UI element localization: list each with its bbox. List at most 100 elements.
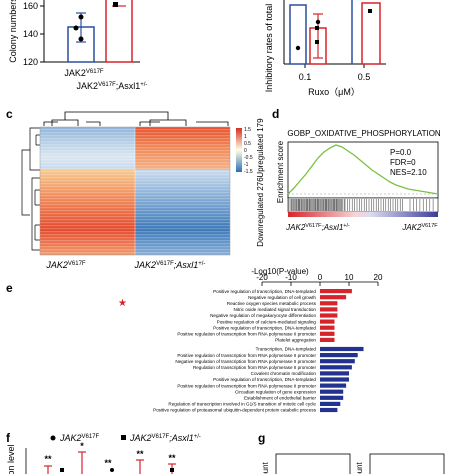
panel-c-column-dendrogram xyxy=(43,111,229,126)
panel-e-term-label: Positive regulation of transcription, DN… xyxy=(213,325,316,330)
panel-e-star-icon: ★ xyxy=(118,298,127,309)
panel-f-legend-asxl1: JAK2V617F;Asxl1+/- xyxy=(129,433,201,443)
panel-a: Colony numbers 160 140 120 JAK2V617F JAK… xyxy=(8,0,147,91)
panel-e-term-label: Regulation of transcription involved in … xyxy=(168,402,316,407)
panel-e-tick-label: 0 xyxy=(318,273,323,282)
panel-g-ylabel-right: ount xyxy=(355,461,364,474)
panel-a-point xyxy=(78,14,84,20)
panel-e-tick-label: 10 xyxy=(345,273,354,282)
panel-e-term-label: Negative regulation of transcription fro… xyxy=(175,359,316,364)
panel-c-colorbar-tick: 1.5 xyxy=(244,127,251,133)
panel-c-colorbar-tick: -1 xyxy=(244,162,249,168)
panel-e-bar xyxy=(320,346,364,352)
panel-e-xlabel: -Log10(P-value) xyxy=(251,267,309,276)
panel-label-g: g xyxy=(258,431,265,445)
panel-e-tick-label: -20 xyxy=(256,273,268,282)
panel-e-tick-label: -10 xyxy=(285,273,297,282)
panel-g-plot-right xyxy=(369,453,445,474)
panel-e-bar xyxy=(320,353,358,358)
panel-a-xlabel-asxl1: JAK2V617F;Asxl1+/- xyxy=(77,81,148,91)
panel-e-term-label: Positive regulation of calcium-mediated … xyxy=(217,319,317,324)
panel-c-colorbar-tick: -0.5 xyxy=(244,155,253,161)
panel-f: f JAK2V617F JAK2V617F;Asxl1+/- ession le… xyxy=(6,431,201,474)
panel-e-bar xyxy=(320,371,349,376)
panel-d-label-jak2: JAK2V617F xyxy=(401,223,438,232)
panel-b-xtick: 0.5 xyxy=(358,72,371,82)
panel-g-ylabel-left: ount xyxy=(261,461,270,474)
panel-c-group-label-asxl1: JAK2V617F;Asxl1+/- xyxy=(134,260,206,270)
panel-e-term-label: Transcription, DNA-templated xyxy=(256,347,317,352)
panel-e-bar xyxy=(320,407,338,413)
panel-b-ylabel: Inhibitory rates of total xyxy=(264,4,274,93)
panel-a-point xyxy=(78,36,84,42)
panel-e-bar xyxy=(320,395,344,400)
panel-b: Inhibitory rates of total 0.1 0.5 Ruxo（μ… xyxy=(264,0,386,97)
panel-e-term-label: Positive regulation of transcription, DN… xyxy=(213,289,316,294)
panel-e-term-label: Platelet aggregation xyxy=(275,338,316,343)
panel-f-significance: ** xyxy=(136,449,144,459)
panel-a-ylabel: Colony numbers xyxy=(8,0,18,63)
panel-e-term-label: Positive regulation of proteasomal ubiqu… xyxy=(153,408,317,413)
panel-e-bar xyxy=(320,295,347,300)
panel-e-xticks: -20 -10 0 10 20 xyxy=(256,273,383,286)
panel-e-bar xyxy=(320,301,338,306)
panel-e-bar xyxy=(320,289,352,294)
panel-e-bar xyxy=(320,365,352,370)
panel-c-colorbar xyxy=(236,128,242,172)
panel-label-e: e xyxy=(6,281,13,295)
panel-e-bar xyxy=(320,307,338,312)
panel-a-point xyxy=(73,25,79,31)
panel-e-bar xyxy=(320,377,349,382)
panel-d-label-asxl1: JAK2V617F;Asxl1+/- xyxy=(285,223,350,232)
panel-e-term-label: Covalent chromatin modification xyxy=(251,371,317,376)
panel-c-upregulated-label: Upregulated 179 xyxy=(256,118,265,178)
panel-c-colorbar-tick: -1.5 xyxy=(244,169,253,175)
panel-g: g ount ount xyxy=(258,431,445,474)
panel-b-bar-0.1-jak2 xyxy=(289,4,307,65)
panel-b-xtick: 0.1 xyxy=(299,72,312,82)
panel-f-ylabel: ession level xyxy=(6,444,16,474)
panel-e-term-label: Reactive oxygen species metabolic proces… xyxy=(227,301,317,306)
panel-b-xlabel: Ruxo（μM） xyxy=(308,87,360,97)
panel-f-legend-marker-jak2 xyxy=(50,435,56,441)
panel-e-bar xyxy=(320,389,344,394)
panel-a-bar-asxl1 xyxy=(105,0,133,63)
panel-e-bar xyxy=(320,319,335,324)
panel-e-bar xyxy=(320,401,341,406)
panel-e-term-label: Positive regulation of transcription, DN… xyxy=(213,377,316,382)
panel-f-legend-jak2: JAK2V617F xyxy=(59,433,100,443)
panel-e-term-label: Establishment of endothelial barrier xyxy=(244,396,316,401)
panel-c-colorbar-tick: 0 xyxy=(244,148,247,154)
panel-c-group-label-jak2: JAK2V617F xyxy=(45,260,86,270)
panel-a-ytick: 120 xyxy=(23,57,38,67)
panel-d-stat: P=0.0 xyxy=(390,148,412,157)
panel-e-bar xyxy=(320,313,338,318)
panel-d-ranked-list xyxy=(288,212,438,217)
panel-a-xlabel-jak2: JAK2V617F xyxy=(64,68,104,78)
panel-e-bars: Positive regulation of transcription, DN… xyxy=(118,289,364,413)
panel-a-ytick: 160 xyxy=(23,1,38,11)
panel-f-legend-marker-asxl1 xyxy=(121,435,126,440)
panel-c-colorbar-tick: 0.5 xyxy=(244,141,251,147)
panel-d-hit-markers xyxy=(288,199,434,211)
panel-e-term-label: Negative regulation of megakaryocyte dif… xyxy=(210,313,316,318)
panel-e-bar xyxy=(320,383,347,388)
panel-e-bar xyxy=(320,337,335,342)
panel-d-enrichment-curve xyxy=(287,144,439,195)
panel-e-tick-label: 20 xyxy=(374,273,383,282)
panel-f-significance: * xyxy=(80,441,84,451)
panel-e-term-label: Regulation of transcription from RNA pol… xyxy=(193,365,317,370)
panel-d: d GOBP_OXIDATIVE_PHOSPHORYLATION Enrichm… xyxy=(272,107,441,232)
panel-c-colorbar-tick: 1 xyxy=(244,134,247,140)
panel-b-bar-0.5-asxl1 xyxy=(361,2,381,65)
panel-e-term-label: Positive regulation of transcription fro… xyxy=(177,332,316,337)
panel-e-bar xyxy=(320,325,335,330)
panel-d-ylabel: Enrichment score xyxy=(276,140,285,203)
panel-d-title: GOBP_OXIDATIVE_PHOSPHORYLATION xyxy=(287,129,441,138)
panel-a-point xyxy=(113,2,118,7)
panel-label-d: d xyxy=(272,107,279,121)
panel-e-bar xyxy=(320,331,335,336)
panel-e-term-label: Positive regulation of transcription fro… xyxy=(177,353,316,358)
panel-d-stat: FDR=0 xyxy=(390,158,416,167)
